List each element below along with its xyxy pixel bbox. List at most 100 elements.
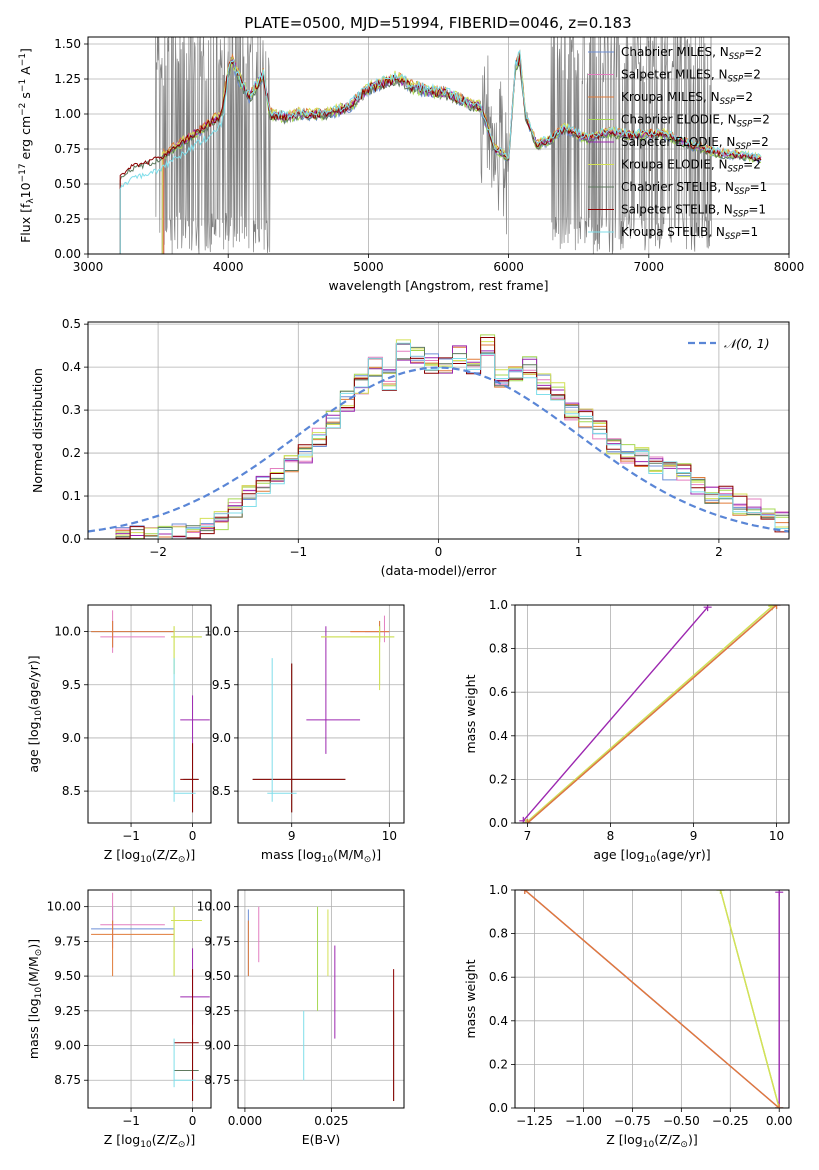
point-salpeter_elodie — [180, 695, 210, 749]
y-tick-label: 8.5 — [212, 784, 231, 798]
histogram-kroupa_stelib — [116, 342, 789, 539]
figure-title: PLATE=0500, MJD=51994, FIBERID=0046, z=0… — [244, 14, 631, 32]
panel-spectrum: 3000 4000 5000 6000 7000 8000 0.00 0.25 0.50 0.75… — [18, 36, 804, 293]
plot-area — [88, 334, 789, 539]
legend-label-kroupa_elodie: Kroupa ELODIE, NSSP=2 — [621, 158, 761, 175]
x-tick-label: 6000 — [493, 260, 524, 274]
axes-frame — [87, 321, 790, 540]
y-tick-label: 10.00 — [197, 900, 231, 914]
point-chabrier_elodie — [171, 626, 202, 675]
x-tick-label: −1.25 — [516, 1114, 553, 1128]
x-tick-label: 3000 — [73, 260, 104, 274]
x-axis-label: Z [log10(Z/Z⊙)] — [104, 847, 195, 865]
weight-marker-kroupa_miles — [772, 605, 781, 609]
legend-label-salpeter_miles: Salpeter MILES, NSSP=2 — [621, 68, 761, 85]
y-tick-label: 0.00 — [54, 247, 81, 261]
weight-marker-kroupa_miles — [523, 819, 532, 823]
y-tick-label: 0.75 — [54, 142, 81, 156]
y-tick-label: 9.5 — [212, 678, 231, 692]
x-axis-label: E(B-V) — [302, 1132, 341, 1147]
axes-frame — [237, 889, 405, 1109]
point-salpeter_stelib — [174, 969, 199, 1102]
weight-marker-kroupa_miles — [775, 1104, 784, 1108]
y-tick-label: 0.4 — [489, 1014, 508, 1028]
weight-line-salpeter_elodie — [522, 606, 709, 822]
y-tick-label: 9.0 — [212, 731, 231, 745]
legend-label-salpeter_stelib: Salpeter STELIB, NSSP=1 — [621, 203, 766, 220]
x-tick-label: 4000 — [213, 260, 244, 274]
point-kroupa_elodie — [171, 906, 202, 977]
ticks: −1 0 8.75 9.00 9.25 9.50 9.75 10.00 — [47, 900, 197, 1128]
x-tick-label: −0.75 — [614, 1114, 651, 1128]
model-line-kroupa_stelib — [119, 49, 762, 254]
y-tick-label: 0.4 — [489, 729, 508, 743]
weight-marker-kroupa_elodie — [521, 819, 530, 823]
x-tick-label: −1 — [122, 829, 140, 843]
point-salpeter_miles — [100, 892, 165, 949]
grid — [238, 890, 404, 1108]
legend-label-chabrier_stelib: Chabrier STELIB, NSSP=1 — [621, 180, 767, 197]
y-tick-label: 0.8 — [489, 927, 508, 941]
y-tick-label: 0.6 — [489, 970, 508, 984]
x-axis-label: Z [log10(Z/Z⊙)] — [104, 1132, 195, 1150]
ticks: 7 8 9 10 0.0 0.2 0.4 0.6 0.8 1.0 — [489, 598, 784, 843]
point-salpeter_stelib — [252, 663, 346, 813]
x-tick-label: −1.00 — [565, 1114, 602, 1128]
x-tick-label: 7000 — [634, 260, 665, 274]
y-tick-label: 9.25 — [204, 1004, 231, 1018]
axes-frame — [87, 604, 212, 824]
point-kroupa_elodie — [321, 626, 395, 691]
weight-marker-kroupa_miles — [520, 890, 529, 894]
y-axis-label: Flux [fλ10−17 erg cm−2 s−1 A−1] — [18, 48, 36, 243]
ticks: 9 10 8.5 9.0 9.5 10.0 — [204, 625, 397, 843]
x-tick-label: 2 — [715, 545, 723, 559]
plot-area — [519, 605, 781, 823]
y-tick-label: 0.25 — [54, 212, 81, 226]
ticks: −1 0 8.5 9.0 9.5 10.0 — [54, 625, 196, 843]
y-tick-label: 0.6 — [489, 685, 508, 699]
plot-area — [91, 892, 210, 1102]
point-kroupa_miles — [91, 620, 175, 648]
histogram-salpeter_elodie — [115, 345, 789, 539]
panel-residuals: −2 −1 0 1 2 0.0 0.1 0.2 0.3 0.4 0.5 𝒩(0, 1) (data-mo… — [30, 317, 790, 578]
histogram-chabrier_stelib — [115, 346, 789, 539]
plot-area — [247, 906, 395, 1102]
y-tick-label: 10.0 — [204, 625, 231, 639]
y-tick-label: 0.4 — [62, 360, 81, 374]
x-tick-label: 0.025 — [314, 1114, 348, 1128]
legend-label-chabrier_elodie: Chabrier ELODIE, NSSP=2 — [621, 113, 770, 130]
x-tick-label: 1 — [575, 545, 583, 559]
panel-weight_vs_Z: −1.25 −1.00 −0.75 −0.50 −0.25 0.00 0.0 0.2 0.4 0.… — [463, 883, 793, 1150]
axes-frame — [514, 604, 790, 824]
x-tick-label: −1 — [289, 545, 307, 559]
y-tick-label: 9.25 — [54, 1004, 81, 1018]
y-tick-label: 9.0 — [62, 731, 81, 745]
legend-label-chabrier_miles: Chabrier MILES, NSSP=2 — [621, 45, 762, 62]
y-tick-label: 9.00 — [54, 1039, 81, 1053]
y-axis-label: mass weight — [463, 674, 478, 753]
legend: 𝒩(0, 1) — [688, 336, 770, 351]
point-chabrier_stelib — [174, 1038, 199, 1102]
y-tick-label: 0.8 — [489, 642, 508, 656]
y-tick-label: 9.50 — [204, 969, 231, 983]
x-tick-label: −2 — [149, 545, 167, 559]
legend-label-kroupa_miles: Kroupa MILES, NSSP=2 — [621, 90, 753, 107]
y-axis-label: mass weight — [463, 959, 478, 1038]
axes-frame — [87, 889, 212, 1109]
ticks: 0.000 0.025 8.75 9.00 9.25 9.50 9.75 10.00 — [197, 900, 349, 1128]
point-kroupa_stelib — [173, 658, 196, 802]
y-tick-label: 0.0 — [62, 532, 81, 546]
point-kroupa_miles — [91, 920, 175, 977]
y-tick-label: 8.75 — [204, 1073, 231, 1087]
weight-marker-salpeter_elodie — [703, 605, 712, 612]
legend-label-gaussian: 𝒩(0, 1) — [724, 336, 770, 351]
point-salpeter_stelib — [180, 743, 199, 813]
weight-line-kroupa_elodie — [525, 605, 773, 823]
y-tick-label: 1.25 — [54, 72, 81, 86]
x-tick-label: 10 — [382, 829, 397, 843]
plot-area — [119, 37, 762, 254]
y-tick-label: 8.75 — [54, 1073, 81, 1087]
x-tick-label: 0 — [435, 545, 443, 559]
x-tick-label: 0.00 — [766, 1114, 793, 1128]
